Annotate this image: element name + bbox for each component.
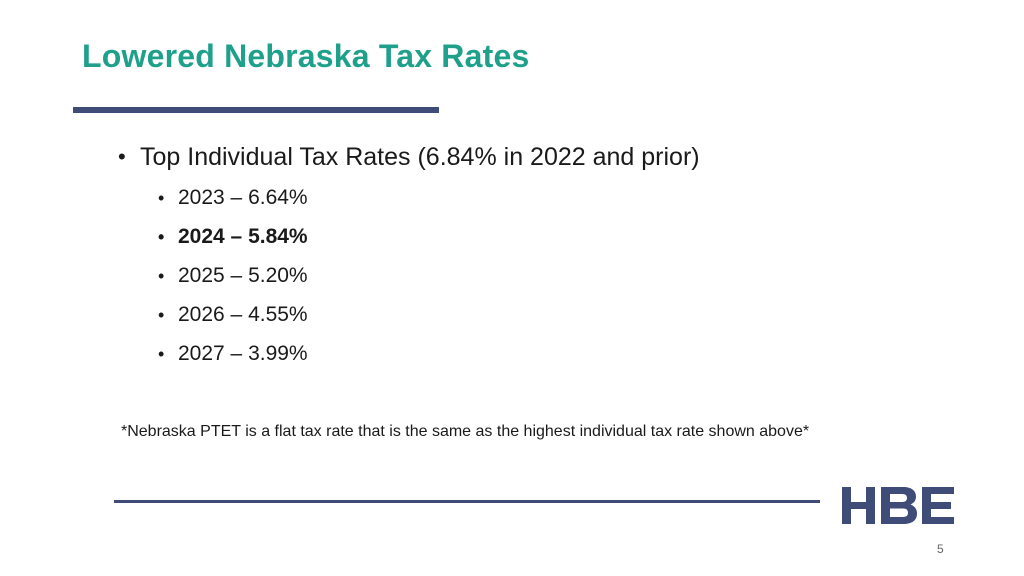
sub-bullet-2023: • 2023 – 6.64% bbox=[158, 184, 308, 212]
sub-bullet-text: 2027 – 3.99% bbox=[178, 342, 308, 365]
sub-bullet-2024: • 2024 – 5.84% bbox=[158, 223, 308, 251]
hbe-logo bbox=[842, 487, 954, 524]
bullet-marker: • bbox=[118, 144, 126, 169]
page-number: 5 bbox=[937, 542, 944, 556]
bullet-marker: • bbox=[158, 227, 165, 247]
slide-title: Lowered Nebraska Tax Rates bbox=[82, 38, 530, 74]
ptet-footnote: *Nebraska PTET is a flat tax rate that i… bbox=[121, 423, 810, 440]
sub-bullet-text: 2024 – 5.84% bbox=[178, 225, 308, 248]
bullet-marker: • bbox=[158, 188, 165, 208]
sub-bullet-text: 2025 – 5.20% bbox=[178, 264, 308, 287]
title-underline bbox=[73, 107, 439, 113]
main-bullet-text: Top Individual Tax Rates (6.84% in 2022 … bbox=[140, 143, 700, 171]
sub-bullet-text: 2023 – 6.64% bbox=[178, 186, 308, 209]
sub-bullet-2026: • 2026 – 4.55% bbox=[158, 301, 308, 329]
sub-bullet-2027: • 2027 – 3.99% bbox=[158, 340, 308, 368]
bullet-marker: • bbox=[158, 266, 165, 286]
bullet-marker: • bbox=[158, 305, 165, 325]
main-bullet: • Top Individual Tax Rates (6.84% in 202… bbox=[118, 140, 700, 174]
bullet-marker: • bbox=[158, 344, 165, 364]
sub-bullet-text: 2026 – 4.55% bbox=[178, 303, 308, 326]
sub-bullet-2025: • 2025 – 5.20% bbox=[158, 262, 308, 290]
footer-rule bbox=[114, 500, 820, 503]
